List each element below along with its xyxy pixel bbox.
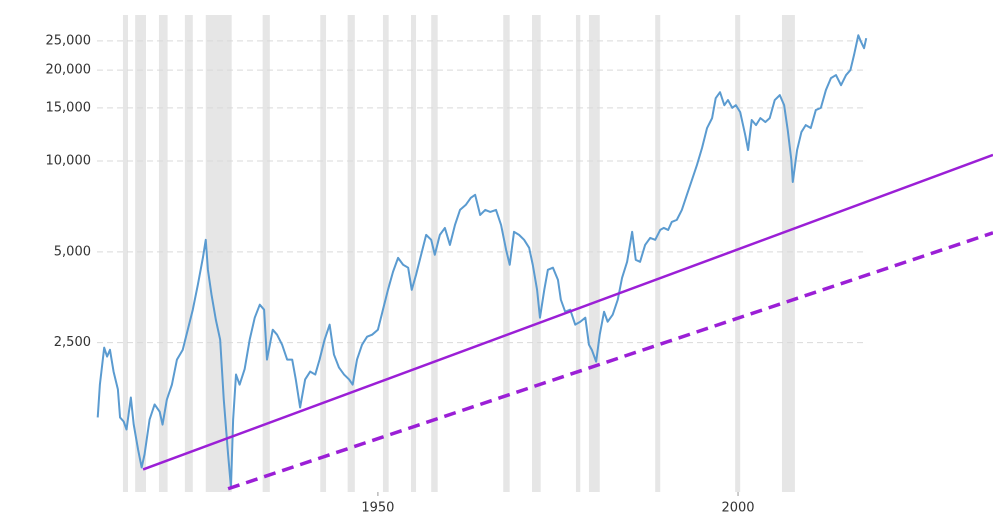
recession-band [411,15,417,492]
recession-band [184,15,193,492]
recession-band [347,15,355,492]
recession-band [382,15,389,492]
recession-band [655,15,661,492]
recession-band [735,15,741,492]
recession-band [135,15,146,492]
y-tick-label: 10,000 [46,153,92,168]
recession-band [575,15,581,492]
recession-band [122,15,128,492]
y-tick-label: 15,000 [46,100,92,115]
trend-line [142,153,993,471]
y-tick-label: 5,000 [54,244,91,259]
recession-band [320,15,327,492]
recession-band [158,15,168,492]
recession-band [588,15,600,492]
y-tick-label: 20,000 [46,63,92,78]
recession-band [532,15,541,492]
data-line [96,34,868,489]
trend-line [227,231,993,491]
recession-band [262,15,270,492]
x-tick-label: 2000 [721,501,754,516]
recession-band [781,15,795,492]
recession-band [205,15,232,492]
x-tick-label: 1950 [361,501,394,516]
y-tick-label: 25,000 [46,33,92,48]
y-tick-label: 2,500 [54,335,91,350]
